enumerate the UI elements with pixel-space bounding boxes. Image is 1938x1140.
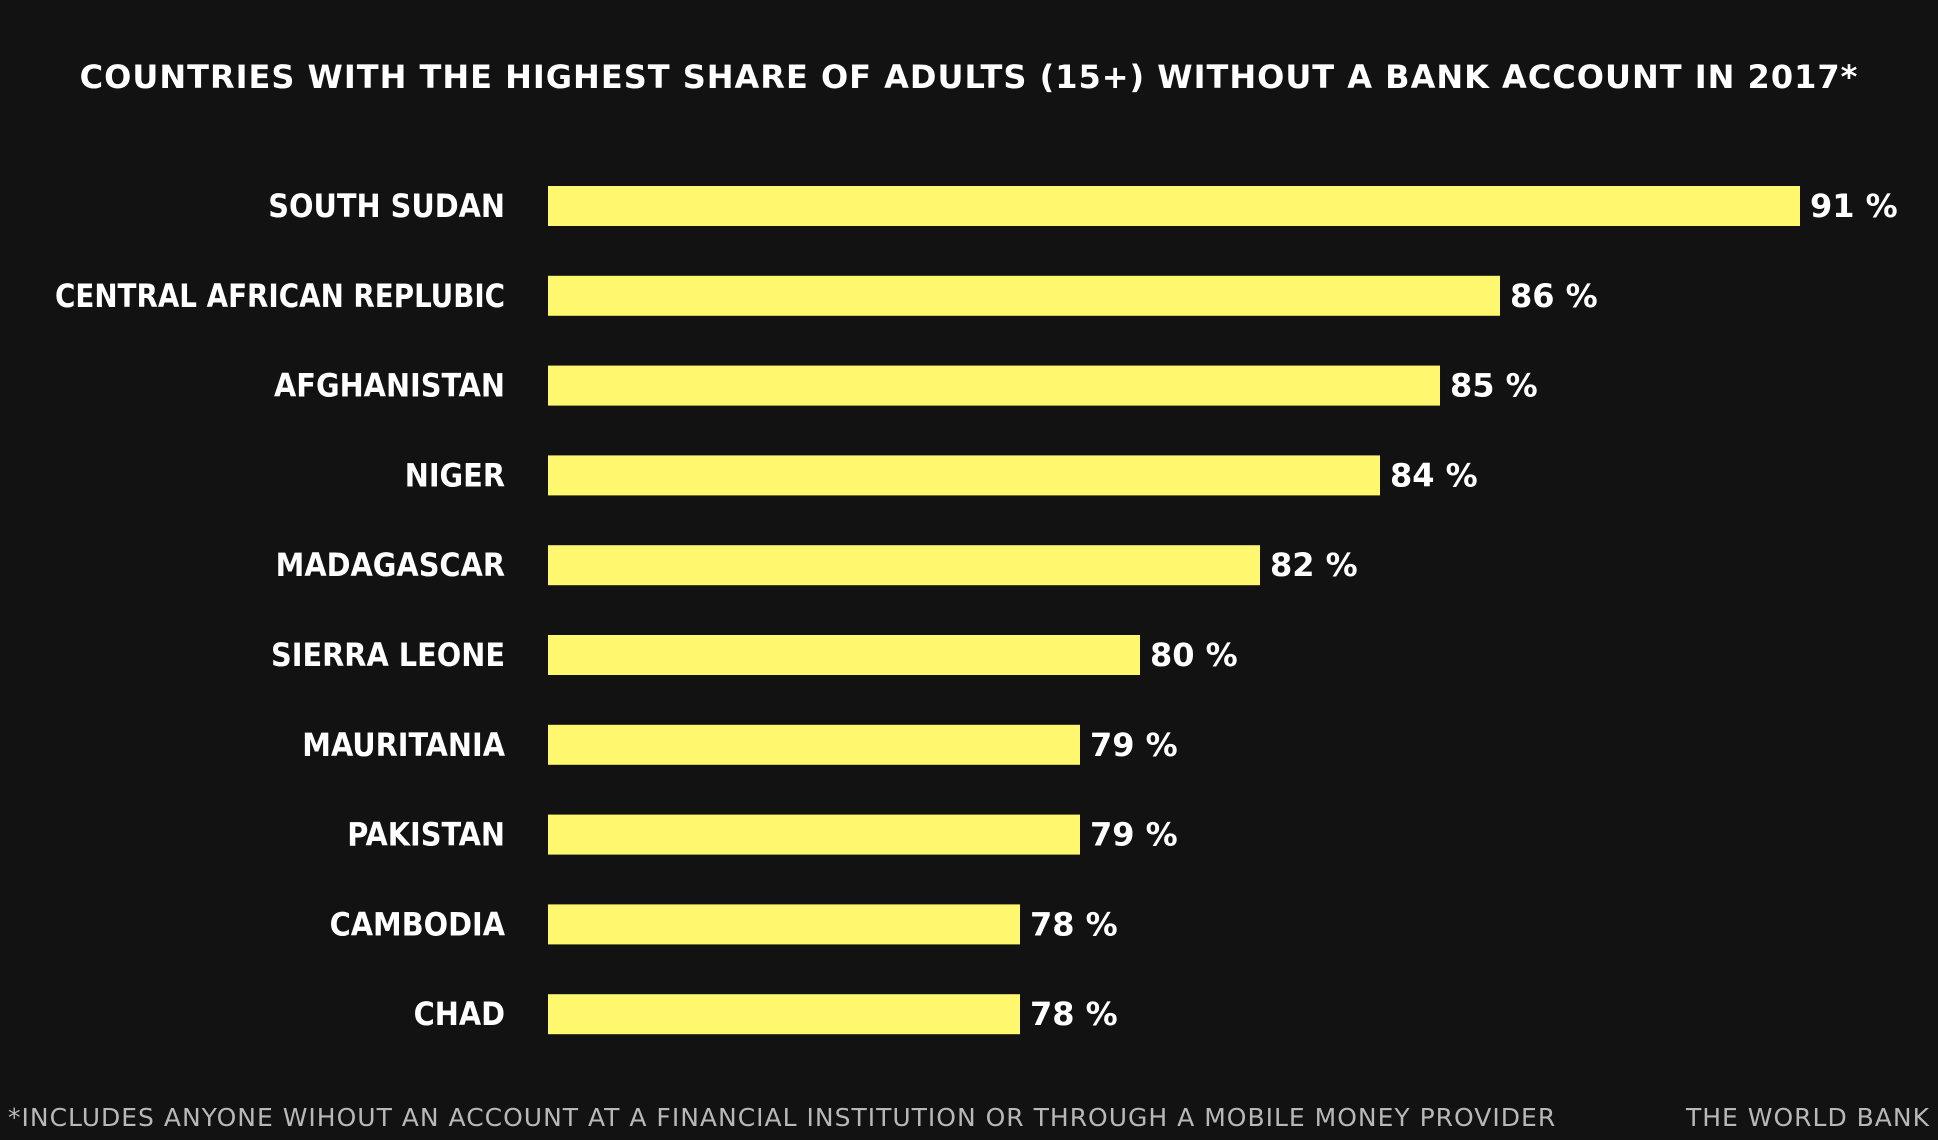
chart-title: COUNTRIES WITH THE HIGHEST SHARE OF ADUL… — [79, 58, 1859, 96]
category-label: AFGHANISTAN — [274, 367, 505, 405]
category-label: CAMBODIA — [330, 905, 506, 943]
category-label: NIGER — [405, 456, 505, 494]
value-label: 91 % — [1810, 187, 1898, 225]
source-credit: THE WORLD BANK — [1685, 1103, 1930, 1132]
footnote: *INCLUDES ANYONE WIHOUT AN ACCOUNT AT A … — [8, 1103, 1557, 1132]
bar-niger — [548, 455, 1380, 496]
value-label: 79 % — [1090, 816, 1178, 854]
bar-mauritania — [548, 724, 1080, 765]
bar-cambodia — [548, 904, 1020, 945]
value-label: 84 % — [1390, 456, 1478, 494]
bar-south-sudan — [548, 186, 1800, 226]
category-label: SIERRA LEONE — [271, 636, 505, 674]
category-label: MAURITANIA — [302, 726, 505, 764]
value-label: 85 % — [1450, 367, 1538, 405]
value-label: 78 % — [1030, 905, 1118, 943]
value-label: 82 % — [1270, 546, 1358, 584]
bar-pakistan — [548, 814, 1080, 855]
category-label: PAKISTAN — [347, 816, 505, 854]
value-label: 80 % — [1150, 636, 1238, 674]
bar-madagascar — [548, 545, 1260, 586]
category-label: MADAGASCAR — [276, 546, 505, 584]
value-label: 79 % — [1090, 726, 1178, 764]
bar-central-african-replubic — [548, 275, 1500, 316]
bar-sierra-leone — [548, 635, 1140, 675]
bar-chad — [548, 994, 1020, 1035]
category-label: CHAD — [414, 995, 505, 1033]
value-label: 86 % — [1510, 277, 1598, 315]
category-label: SOUTH SUDAN — [268, 187, 505, 225]
value-label: 78 % — [1030, 995, 1118, 1033]
bar-afghanistan — [548, 365, 1440, 406]
category-label: CENTRAL AFRICAN REPLUBIC — [55, 277, 505, 315]
